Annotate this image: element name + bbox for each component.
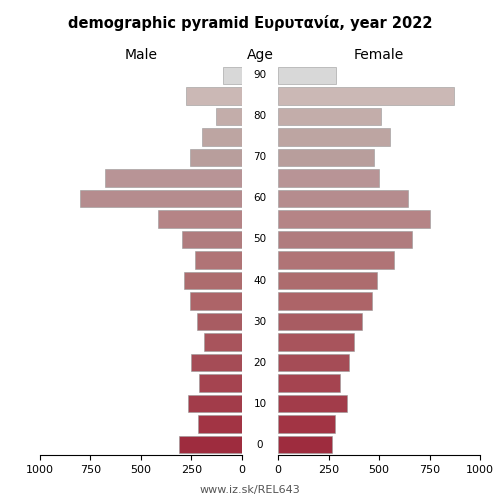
Title: Age: Age	[246, 48, 274, 62]
Bar	[278, 313, 362, 330]
Bar	[188, 395, 242, 412]
Bar	[278, 292, 372, 310]
Bar	[182, 231, 242, 248]
Title: Male: Male	[124, 48, 158, 62]
Bar	[198, 313, 242, 330]
Bar	[204, 334, 242, 351]
Text: 70: 70	[254, 152, 266, 162]
Text: 40: 40	[254, 276, 266, 285]
Bar	[278, 395, 347, 412]
Bar	[198, 416, 242, 433]
Bar	[278, 108, 381, 125]
Bar	[278, 190, 408, 207]
Bar	[278, 416, 334, 433]
Text: 80: 80	[254, 112, 266, 122]
Bar	[180, 436, 242, 454]
Bar	[200, 374, 242, 392]
Bar	[278, 272, 377, 289]
Text: 50: 50	[254, 234, 266, 244]
Bar	[278, 374, 340, 392]
Bar	[216, 108, 242, 125]
Text: 20: 20	[254, 358, 266, 368]
Text: www.iz.sk/REL643: www.iz.sk/REL643	[200, 485, 300, 495]
Bar	[190, 292, 242, 310]
Bar	[278, 169, 379, 186]
Title: Female: Female	[354, 48, 404, 62]
Bar	[278, 210, 430, 228]
Bar	[190, 148, 242, 166]
Bar	[80, 190, 242, 207]
Bar	[278, 354, 349, 372]
Text: 60: 60	[254, 194, 266, 203]
Bar	[202, 128, 242, 146]
Text: demographic pyramid Ευρυτανία, year 2022: demographic pyramid Ευρυτανία, year 2022	[68, 15, 432, 31]
Bar	[196, 252, 242, 268]
Bar	[158, 210, 242, 228]
Bar	[192, 354, 242, 372]
Bar	[184, 272, 242, 289]
Bar	[278, 334, 354, 351]
Bar	[278, 128, 390, 146]
Bar	[186, 87, 242, 104]
Text: 0: 0	[257, 440, 263, 450]
Bar	[278, 252, 394, 268]
Text: 30: 30	[254, 316, 266, 326]
Bar	[278, 66, 336, 84]
Bar	[278, 231, 412, 248]
Bar	[278, 148, 374, 166]
Bar	[104, 169, 242, 186]
Bar	[278, 87, 454, 104]
Text: 10: 10	[254, 398, 266, 408]
Bar	[278, 436, 332, 454]
Bar	[222, 66, 242, 84]
Text: 90: 90	[254, 70, 266, 81]
